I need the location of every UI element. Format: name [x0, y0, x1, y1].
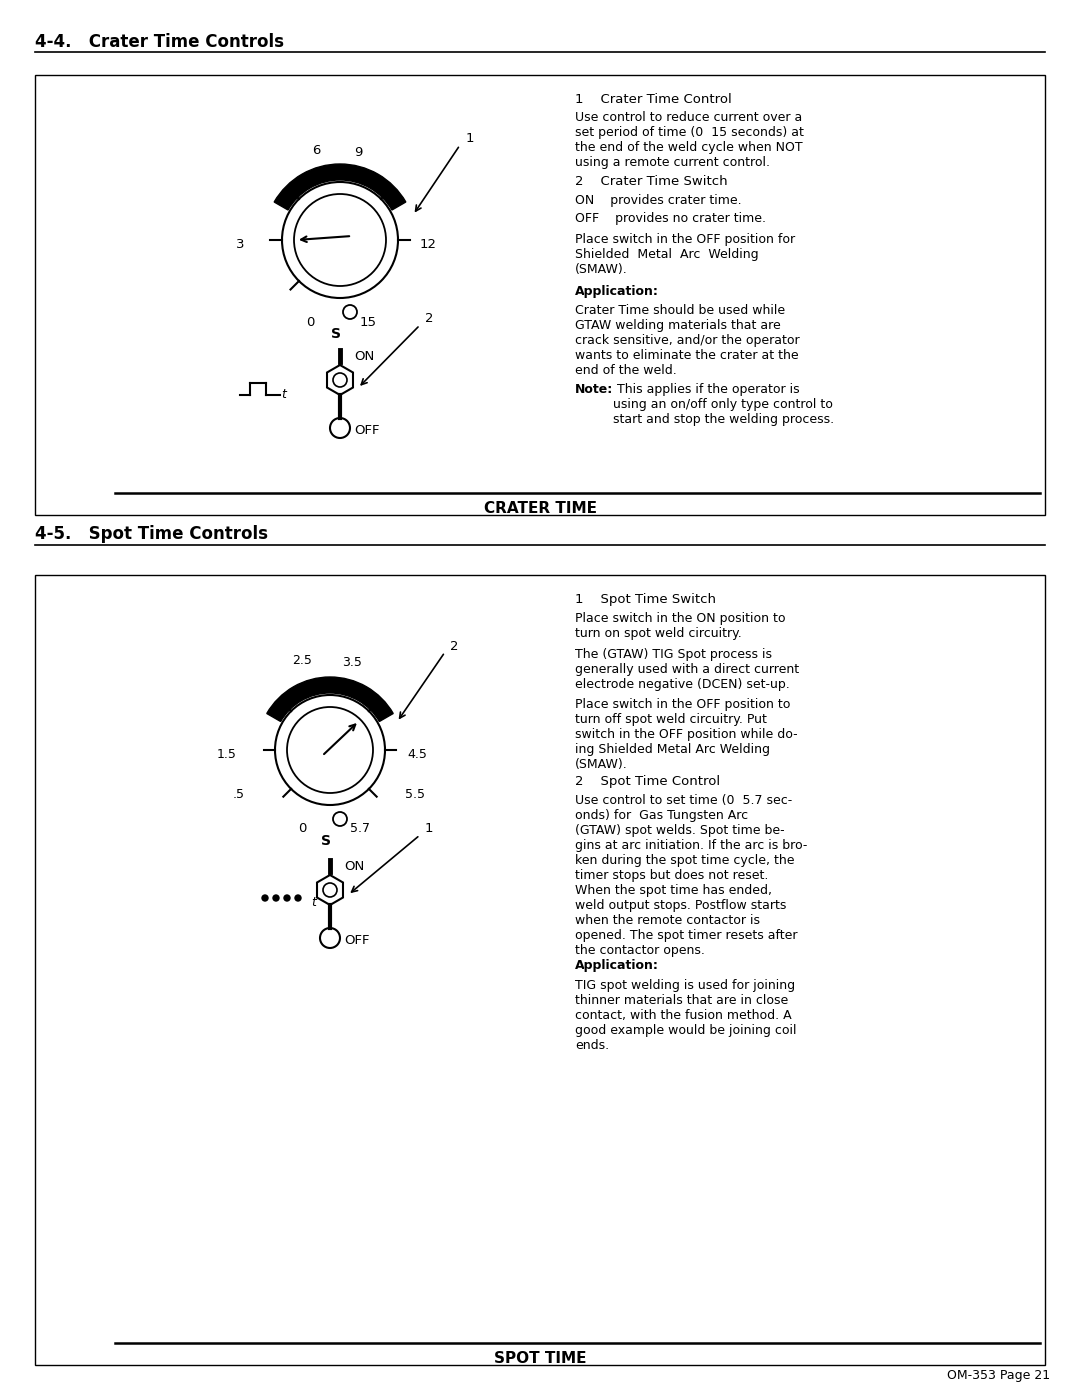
Text: 4.5: 4.5 — [407, 747, 427, 760]
Text: OM-353 Page 21: OM-353 Page 21 — [947, 1369, 1050, 1382]
Text: 0: 0 — [298, 823, 307, 835]
Circle shape — [295, 895, 301, 901]
Text: S: S — [321, 834, 330, 848]
FancyBboxPatch shape — [35, 75, 1045, 515]
Text: 9: 9 — [354, 145, 362, 158]
Text: 4-4.   Crater Time Controls: 4-4. Crater Time Controls — [35, 34, 284, 52]
Text: Use control to reduce current over a
set period of time (0  15 seconds) at
the e: Use control to reduce current over a set… — [575, 110, 804, 169]
Text: t: t — [311, 895, 315, 908]
Text: 3.5: 3.5 — [342, 657, 362, 669]
Text: Note:: Note: — [575, 383, 613, 395]
Text: 1    Crater Time Control: 1 Crater Time Control — [575, 94, 732, 106]
Text: t: t — [281, 388, 286, 401]
Text: 2    Spot Time Control: 2 Spot Time Control — [575, 775, 720, 788]
Text: Place switch in the ON position to
turn on spot weld circuitry.: Place switch in the ON position to turn … — [575, 612, 785, 640]
Text: CRATER TIME: CRATER TIME — [484, 502, 596, 515]
Text: OFF: OFF — [354, 423, 379, 436]
Text: S: S — [330, 327, 341, 341]
Text: SPOT TIME: SPOT TIME — [494, 1351, 586, 1366]
Circle shape — [273, 895, 279, 901]
Text: 15: 15 — [360, 316, 377, 328]
Text: ON: ON — [354, 349, 375, 362]
Text: 1    Spot Time Switch: 1 Spot Time Switch — [575, 592, 716, 606]
Text: The (GTAW) TIG Spot process is
generally used with a direct current
electrode ne: The (GTAW) TIG Spot process is generally… — [575, 648, 799, 692]
Text: 2: 2 — [426, 313, 433, 326]
Text: 6: 6 — [312, 144, 320, 156]
Text: 12: 12 — [420, 237, 437, 250]
Wedge shape — [267, 678, 393, 721]
Text: OFF    provides no crater time.: OFF provides no crater time. — [575, 212, 766, 225]
Text: Use control to set time (0  5.7 sec-
onds) for  Gas Tungsten Arc
(GTAW) spot wel: Use control to set time (0 5.7 sec- onds… — [575, 793, 808, 957]
Text: 4-5.   Spot Time Controls: 4-5. Spot Time Controls — [35, 525, 268, 543]
Text: 1: 1 — [465, 133, 474, 145]
Wedge shape — [274, 163, 406, 210]
Circle shape — [284, 895, 291, 901]
Text: 2    Crater Time Switch: 2 Crater Time Switch — [575, 176, 728, 189]
Text: ON: ON — [345, 859, 364, 873]
FancyBboxPatch shape — [35, 576, 1045, 1365]
Text: Crater Time should be used while
GTAW welding materials that are
crack sensitive: Crater Time should be used while GTAW we… — [575, 305, 799, 377]
Text: TIG spot welding is used for joining
thinner materials that are in close
contact: TIG spot welding is used for joining thi… — [575, 979, 797, 1052]
Text: 1: 1 — [426, 823, 433, 835]
Text: .5: .5 — [233, 788, 245, 802]
Circle shape — [262, 895, 268, 901]
Text: Application:: Application: — [575, 958, 659, 972]
Text: OFF: OFF — [345, 933, 369, 947]
Text: 5.7: 5.7 — [350, 823, 370, 835]
Text: Place switch in the OFF position for
Shielded  Metal  Arc  Welding
(SMAW).: Place switch in the OFF position for Shi… — [575, 233, 795, 277]
Text: 2.5: 2.5 — [292, 655, 312, 668]
Text: ON    provides crater time.: ON provides crater time. — [575, 194, 742, 207]
Text: 2: 2 — [450, 640, 459, 652]
Text: Place switch in the OFF position to
turn off spot weld circuitry. Put
switch in : Place switch in the OFF position to turn… — [575, 698, 798, 771]
Text: This applies if the operator is
using an on/off only type control to
start and s: This applies if the operator is using an… — [613, 383, 834, 426]
Text: 1.5: 1.5 — [217, 747, 237, 760]
Text: 0: 0 — [306, 316, 314, 328]
Text: Application:: Application: — [575, 285, 659, 298]
Text: 5.5: 5.5 — [405, 788, 426, 802]
Text: 3: 3 — [235, 237, 244, 250]
